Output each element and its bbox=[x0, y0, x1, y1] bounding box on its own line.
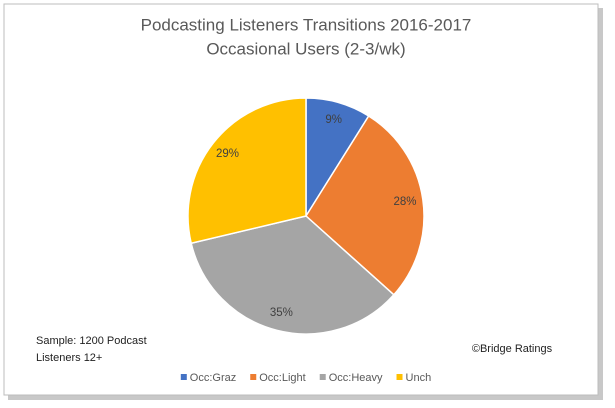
legend-item: Occ:Heavy bbox=[319, 372, 383, 384]
legend-label: Unch bbox=[406, 372, 432, 384]
legend-label: Occ:Light bbox=[259, 372, 305, 384]
legend-item: Occ:Graz bbox=[180, 372, 236, 384]
legend-item: Occ:Light bbox=[250, 372, 306, 384]
data-labels: 9% 28% 35% 29% bbox=[216, 114, 417, 319]
annotation: Listeners 12+ bbox=[36, 352, 102, 364]
pie bbox=[187, 97, 425, 335]
data-label: 9% bbox=[325, 114, 342, 126]
legend-swatch bbox=[319, 374, 326, 380]
pie-slice bbox=[190, 215, 395, 335]
legend-swatch bbox=[250, 374, 257, 380]
data-label: 29% bbox=[216, 148, 239, 160]
data-label: 35% bbox=[270, 307, 293, 319]
legend-label: Occ:Graz bbox=[190, 372, 236, 384]
pie-slice bbox=[305, 114, 425, 296]
annotation: Sample: 1200 Podcast bbox=[36, 335, 147, 347]
data-label: 28% bbox=[394, 196, 417, 208]
annotations: Sample: 1200 Podcast Listeners 12+ ©Bridge… bbox=[36, 335, 553, 364]
annotation: ©Bridge Ratings bbox=[472, 343, 553, 355]
pie-slice bbox=[187, 97, 307, 245]
legend: Occ:Graz Occ:Light Occ:Heavy Unch bbox=[180, 372, 432, 384]
legend-item: Unch bbox=[396, 372, 432, 384]
legend-swatch bbox=[396, 374, 403, 380]
chart-title: Podcasting Listeners Transitions 2016-20… bbox=[141, 15, 472, 34]
legend-swatch bbox=[180, 374, 187, 380]
chart-subtitle: Occasional Users (2-3/wk) bbox=[206, 39, 405, 58]
legend-label: Occ:Heavy bbox=[329, 372, 383, 384]
